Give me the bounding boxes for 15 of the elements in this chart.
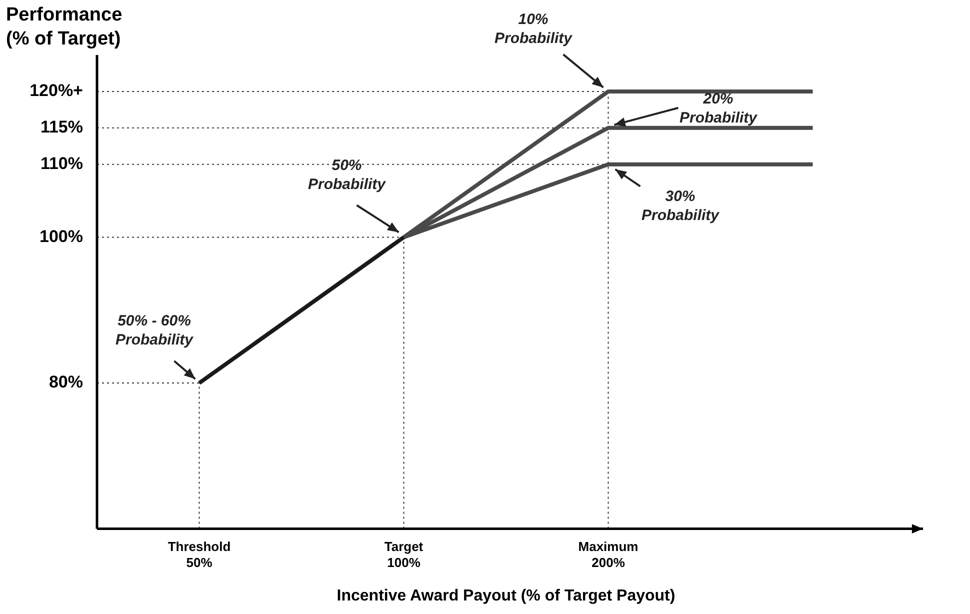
annotation: 20% Probability — [679, 90, 758, 127]
annotation: 10% Probability — [494, 11, 573, 48]
y-tick-label: 120%+ — [30, 81, 84, 100]
x-tick-label: Target 100% — [384, 539, 424, 570]
x-axis-title: Incentive Award Payout (% of Target Payout) — [336, 587, 676, 604]
y-axis-title: Performance (% of Target) — [6, 4, 122, 50]
y-tick-label: 80% — [48, 372, 83, 392]
annotation: 30% Probability — [641, 188, 720, 224]
x-tick-label: Threshold 50% — [168, 539, 231, 570]
y-tick-label: 115% — [40, 118, 83, 137]
y-tick-label: 110% — [40, 154, 83, 174]
y-tick-label: 100% — [40, 226, 83, 246]
x-tick-label: Maximum 200% — [578, 539, 638, 570]
annotation: 50% Probability — [308, 156, 386, 193]
annotation: 50% - 60% Probability — [115, 312, 194, 349]
